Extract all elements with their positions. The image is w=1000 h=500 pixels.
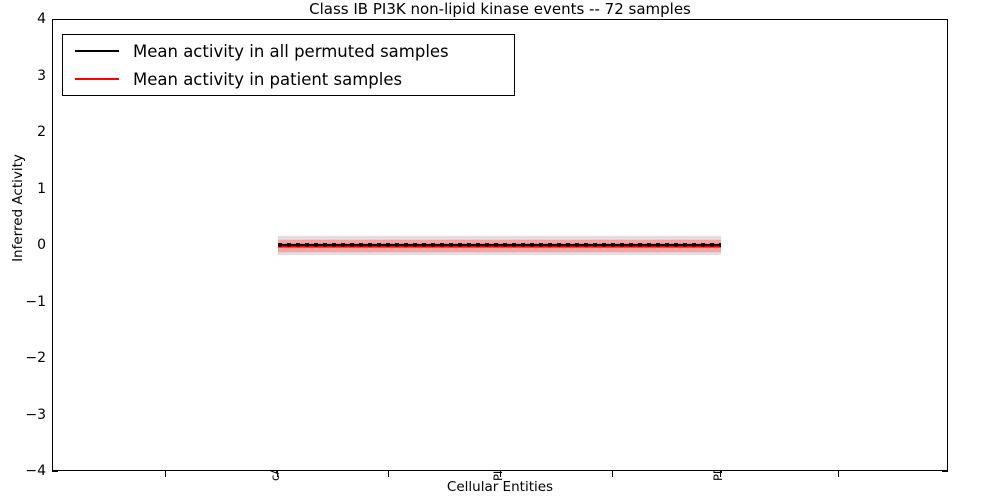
- legend-swatch-patient: [75, 78, 119, 80]
- x-tick-mark: [720, 471, 721, 477]
- x-tick-mark: [612, 471, 613, 477]
- legend-entry-patient: Mean activity in patient samples: [63, 65, 402, 93]
- y-tick-label: 1: [37, 180, 46, 197]
- y-tick-label: 2: [37, 124, 46, 140]
- x-tick-mark: [838, 471, 839, 477]
- series-lines: [278, 243, 721, 248]
- y-tick-label: 0: [37, 237, 46, 253]
- chart-title: Class IB PI3K non-lipid kinase events --…: [309, 0, 691, 18]
- legend-label-permuted: Mean activity in all permuted samples: [133, 41, 449, 61]
- y-tick-label: −1: [25, 293, 46, 310]
- y-tick-label: −4: [25, 463, 46, 479]
- x-tick-mark: [277, 471, 278, 477]
- y-tick-label: −3: [25, 406, 46, 423]
- data-series-svg: [278, 235, 721, 256]
- y-tick-label: 3: [37, 67, 46, 84]
- x-tick-mark: [500, 471, 501, 477]
- y-tick-label: −2: [25, 350, 46, 366]
- chart-legend: Mean activity in all permuted samples Me…: [62, 34, 515, 96]
- legend-label-patient: Mean activity in patient samples: [133, 69, 403, 89]
- x-tick-mark: [165, 471, 166, 477]
- x-tick-mark: [388, 471, 389, 477]
- y-tick-mark: [942, 471, 948, 472]
- legend-swatch-permuted: [75, 50, 119, 52]
- x-axis-label: Cellular Entities: [446, 479, 554, 495]
- y-tick-label: 4: [37, 11, 46, 27]
- legend-entry-permuted: Mean activity in all permuted samples: [63, 37, 449, 65]
- y-tick-mark: [52, 471, 58, 472]
